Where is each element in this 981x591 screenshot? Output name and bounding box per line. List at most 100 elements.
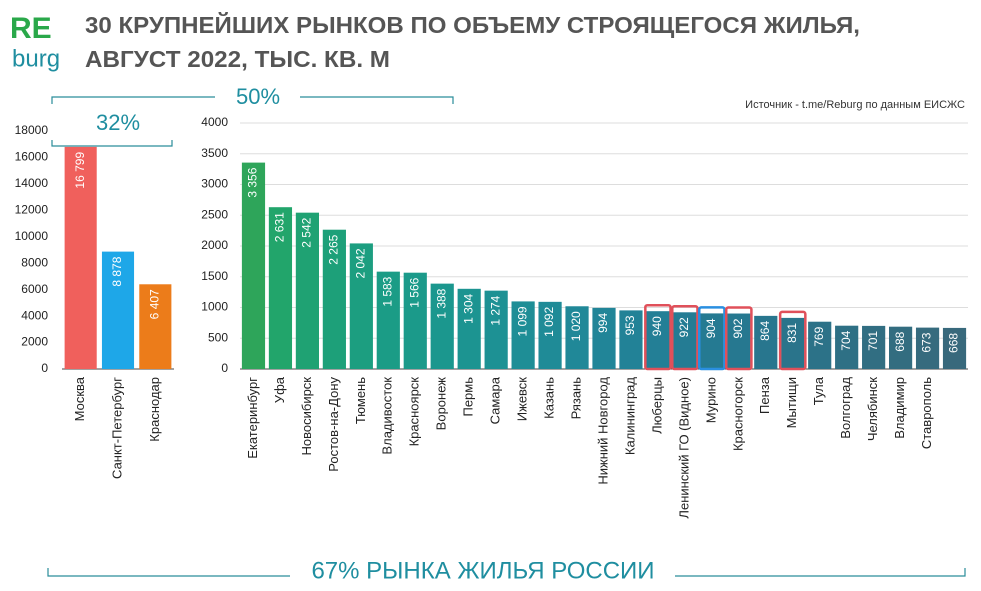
x-tick-label: Уфа	[272, 376, 287, 403]
x-tick-label: Волгоград	[838, 377, 853, 439]
x-tick-label: Санкт-Петербург	[109, 377, 124, 479]
y-tick-label: 10000	[15, 229, 49, 243]
bracket	[51, 140, 173, 147]
bar	[139, 284, 172, 369]
value-label: 2 265	[327, 234, 341, 264]
value-label: 673	[920, 332, 934, 352]
bar	[511, 301, 535, 369]
x-tick-label: Владивосток	[380, 377, 395, 455]
source: Источник - t.me/Reburg по данным ЕИСЖС	[745, 99, 965, 111]
value-label: 1 092	[542, 307, 556, 337]
bar-outline	[724, 306, 753, 371]
y-tick-label: 12000	[15, 203, 49, 217]
annotation: 50%	[236, 84, 280, 109]
x-tick-label: Мытищи	[784, 377, 799, 428]
bar	[835, 325, 859, 369]
bar	[403, 272, 427, 369]
x-tick-label: Красноярск	[407, 377, 422, 447]
y-tick-label: 16000	[15, 150, 49, 164]
bar	[619, 310, 643, 369]
bar	[862, 325, 886, 369]
value-label: 1 583	[380, 276, 394, 306]
x-tick-label: Мурино	[703, 377, 718, 423]
logo: RE	[10, 12, 52, 45]
y-tick-label: 2500	[201, 207, 228, 221]
x-tick-label: Воронеж	[434, 377, 449, 431]
bar	[727, 313, 751, 369]
bar	[64, 146, 97, 369]
bar	[101, 251, 135, 369]
value-label: 688	[893, 331, 907, 351]
value-label: 8 878	[110, 256, 124, 286]
bar	[376, 271, 400, 369]
value-label: 1 099	[515, 306, 529, 336]
x-tick-label: Владимир	[892, 377, 907, 439]
value-label: 831	[785, 323, 799, 343]
value-label: 16 799	[73, 152, 87, 189]
bar	[295, 212, 320, 369]
bar	[565, 306, 589, 369]
value-label: 953	[623, 315, 637, 335]
x-tick-label: Тюмень	[353, 377, 368, 424]
value-label: 2 631	[273, 212, 287, 242]
bar	[592, 307, 616, 369]
y-tick-label: 4000	[21, 308, 48, 322]
x-tick-label: Самара	[488, 376, 503, 424]
bar	[808, 321, 832, 369]
bar	[430, 283, 454, 369]
y-tick-label: 0	[41, 361, 48, 375]
x-tick-label: Пермь	[461, 377, 476, 417]
bar	[646, 311, 670, 369]
bar-outline	[644, 303, 672, 371]
bar	[241, 162, 266, 369]
x-tick-label: Челябинск	[865, 377, 880, 441]
bar	[700, 313, 724, 369]
value-label: 1 020	[569, 311, 583, 341]
value-label: 2 542	[300, 217, 314, 247]
bar-outline	[698, 306, 726, 371]
value-label: 769	[812, 326, 826, 346]
y-tick-label: 6000	[21, 282, 48, 296]
y-tick-label: 500	[208, 330, 228, 344]
title: АВГУСТ 2022, ТЫС. КВ. М	[85, 46, 390, 72]
x-tick-label: Ставрополь	[919, 377, 934, 449]
footer: 67% РЫНКА ЖИЛЬЯ РОССИИ	[311, 557, 654, 584]
y-tick-label: 2000	[201, 238, 228, 252]
value-label: 2 042	[354, 248, 368, 278]
y-tick-label: 3500	[201, 146, 228, 160]
x-tick-label: Ростов-на-Дону	[326, 377, 341, 472]
bar	[673, 312, 697, 369]
x-tick-label: Москва	[72, 376, 87, 421]
x-tick-label: Нижний Новгород	[595, 377, 610, 485]
y-tick-label: 4000	[201, 115, 228, 129]
value-label: 704	[839, 330, 853, 350]
bar	[457, 288, 481, 369]
y-tick-label: 1000	[201, 300, 228, 314]
y-tick-label: 18000	[15, 123, 49, 137]
x-tick-label: Екатеринбург	[245, 377, 260, 459]
y-tick-label: 3000	[201, 177, 228, 191]
value-label: 922	[677, 317, 691, 337]
x-tick-label: Люберцы	[649, 377, 664, 434]
annotation: 32%	[96, 110, 140, 135]
x-tick-label: Красногорск	[730, 377, 745, 451]
y-tick-label: 0	[221, 361, 228, 375]
value-label: 1 274	[488, 295, 502, 325]
bar	[538, 301, 562, 369]
value-label: 940	[650, 316, 664, 336]
x-tick-label: Ижевск	[515, 377, 530, 422]
bar	[781, 317, 805, 369]
x-tick-label: Ленинский ГО (Видное)	[676, 377, 691, 519]
x-tick-label: Новосибирск	[299, 377, 314, 456]
x-tick-label: Краснодар	[147, 377, 162, 442]
bar	[915, 327, 940, 369]
bar	[484, 290, 508, 369]
bar	[942, 327, 967, 369]
bracket	[47, 568, 966, 577]
x-tick-label: Пенза	[757, 376, 772, 414]
value-label: 1 566	[407, 277, 421, 307]
value-label: 864	[758, 321, 772, 341]
logo-sub: burg	[12, 45, 60, 72]
value-label: 902	[731, 318, 745, 338]
